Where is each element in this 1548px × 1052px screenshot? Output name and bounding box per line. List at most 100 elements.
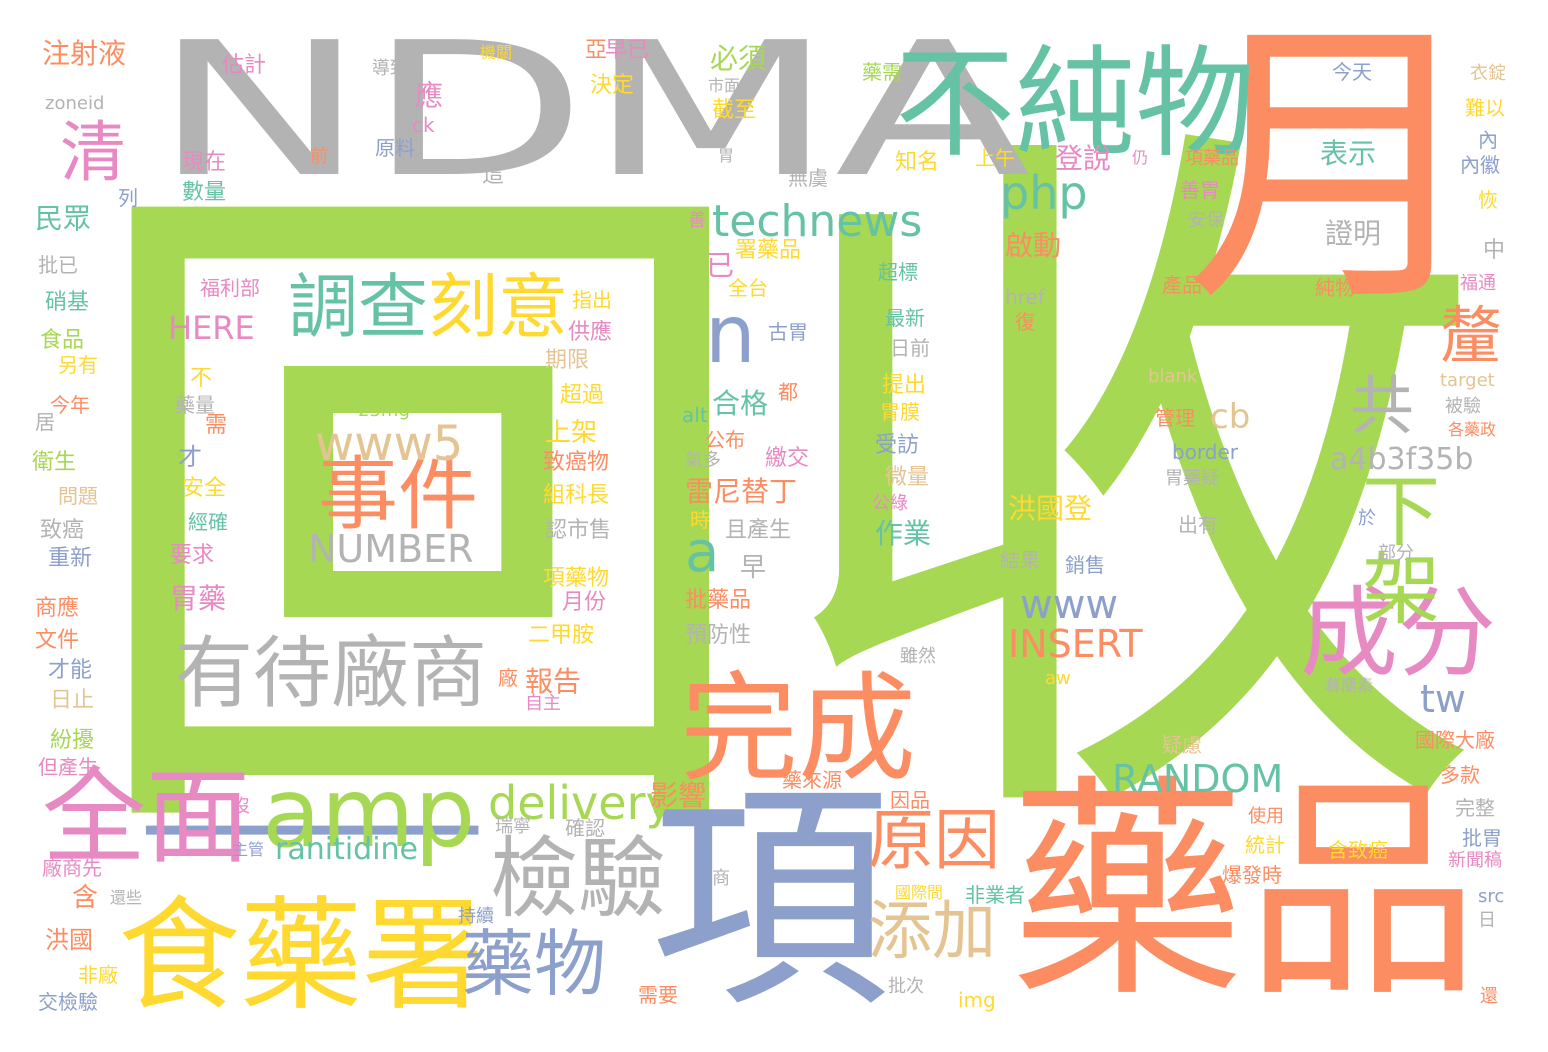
word-82: 導致 bbox=[372, 58, 408, 79]
word-41: 雷尼替丁 bbox=[685, 475, 798, 508]
word-yue: 月 bbox=[1185, 0, 1485, 342]
word-45: 啟動 bbox=[1005, 229, 1062, 262]
word-34: a4b3f35b bbox=[1330, 442, 1474, 477]
word-127: 經確 bbox=[188, 510, 228, 534]
word-100: 供應 bbox=[568, 320, 613, 345]
word-187: 福通 bbox=[1460, 273, 1496, 294]
word-63: 今年 bbox=[50, 393, 90, 417]
word-14: 檢驗 bbox=[490, 827, 667, 930]
word-72: 日止 bbox=[50, 688, 95, 713]
word-103: 致癌物 bbox=[543, 450, 610, 475]
word-55: 估計 bbox=[222, 53, 267, 78]
word-130: 沒 bbox=[232, 796, 250, 817]
word-70: 文件 bbox=[35, 628, 80, 653]
word-23: 原因 bbox=[868, 802, 1000, 879]
word-35: www bbox=[1020, 582, 1119, 628]
word-188: target bbox=[1440, 370, 1495, 391]
word-59: 批已 bbox=[38, 253, 78, 277]
word-139: 因品 bbox=[890, 788, 930, 812]
word-71: 才能 bbox=[48, 658, 93, 683]
word-149: 超標 bbox=[878, 260, 918, 284]
word-20: www5 bbox=[315, 416, 464, 472]
word-131: 瑞寧 bbox=[495, 816, 531, 837]
word-21: technews bbox=[712, 196, 923, 247]
word-68: 重新 bbox=[48, 546, 93, 571]
word-84: ck bbox=[412, 113, 435, 137]
word-60: 硝基 bbox=[45, 290, 90, 315]
word-156: 公綠 bbox=[872, 493, 908, 514]
word-169: 胃藥疑 bbox=[1165, 468, 1219, 489]
word-175: 疑慮 bbox=[1162, 733, 1202, 757]
word-16: 調查 bbox=[288, 266, 428, 348]
word-122: 不 bbox=[190, 366, 213, 391]
word-170: 出有 bbox=[1178, 513, 1218, 537]
word-128: 要求 bbox=[170, 543, 215, 568]
word-94: 胃 bbox=[718, 146, 735, 165]
word-160: 項藥品 bbox=[1185, 148, 1239, 169]
word-43: 必須 bbox=[710, 42, 767, 75]
word-shou: 收 bbox=[770, 71, 1490, 909]
word-174: 於 bbox=[1358, 508, 1376, 529]
word-25: 清 bbox=[60, 114, 126, 191]
word-18: 下架 bbox=[1349, 470, 1439, 626]
word-112: 批藥品 bbox=[685, 588, 752, 613]
word-7: 不純物 bbox=[895, 35, 1255, 174]
word-195: 新聞稿 bbox=[1448, 850, 1502, 871]
word-159: 仍 bbox=[1132, 148, 1149, 167]
word-136: 需要 bbox=[638, 983, 678, 1007]
word-167: 管理 bbox=[1155, 406, 1195, 430]
word-57: 現在 bbox=[182, 150, 227, 175]
word-192: 多款 bbox=[1440, 763, 1480, 787]
word-73: 紛擾 bbox=[50, 728, 95, 753]
word-13: 成分 bbox=[1300, 577, 1497, 691]
word-153: 胃膜 bbox=[880, 400, 920, 424]
word-165: 復 bbox=[1015, 310, 1035, 334]
word-105: 認市售 bbox=[545, 518, 612, 543]
word-197: 日 bbox=[1478, 910, 1496, 931]
word-151: 日前 bbox=[890, 336, 930, 360]
word-134: 還些 bbox=[110, 888, 143, 907]
word-145: aw bbox=[1045, 668, 1071, 689]
word-173: 部分 bbox=[1378, 543, 1414, 564]
word-157: 善 bbox=[688, 210, 706, 231]
word-107: 月份 bbox=[562, 590, 607, 615]
word-109: 廠 bbox=[498, 666, 518, 690]
word-66: 問題 bbox=[58, 484, 98, 508]
word-37: HERE bbox=[168, 309, 255, 347]
word-62: 另有 bbox=[58, 353, 98, 377]
word-125: 才 bbox=[178, 443, 202, 471]
word-17: 刻意 bbox=[428, 266, 568, 348]
word-50: 作業 bbox=[875, 517, 932, 550]
word-116: alt bbox=[682, 403, 708, 427]
word-155: 微量 bbox=[885, 465, 930, 490]
word-49: 影響 bbox=[650, 779, 707, 812]
word-137: 商 bbox=[712, 868, 730, 889]
word-65: 衛生 bbox=[32, 450, 77, 475]
word-78: 非廠 bbox=[78, 963, 118, 987]
word-182: 內 bbox=[1478, 128, 1498, 152]
word-181: 難以 bbox=[1465, 96, 1505, 120]
word-147: 知名 bbox=[895, 150, 940, 175]
word-39: cb bbox=[1210, 397, 1251, 437]
word-69: 商應 bbox=[35, 596, 80, 621]
word-9: 完成 bbox=[680, 660, 917, 798]
word-24: 添加 bbox=[868, 895, 996, 969]
word-64: 居 bbox=[35, 410, 55, 434]
word-97: 署藥品 bbox=[735, 238, 802, 263]
word-36: ranitidine bbox=[275, 832, 419, 867]
word-185: 中 bbox=[1483, 238, 1506, 263]
word-108: 二甲胺 bbox=[528, 623, 595, 648]
word-124: 需 bbox=[205, 413, 228, 438]
word-121: 且產生 bbox=[725, 518, 792, 543]
word-26: 共 bbox=[1350, 370, 1414, 444]
word-177: 統計 bbox=[1245, 833, 1285, 857]
word-98: 全台 bbox=[728, 276, 768, 300]
word-81: 福利部 bbox=[200, 276, 260, 300]
word-88: 機關 bbox=[480, 43, 513, 62]
word-180: 衣錠 bbox=[1470, 63, 1506, 84]
word-104: 組科長 bbox=[543, 483, 610, 508]
word-11: 全面 bbox=[42, 756, 251, 878]
word-110: 自主 bbox=[525, 693, 561, 714]
word-xiang: 項 bbox=[650, 760, 891, 1040]
